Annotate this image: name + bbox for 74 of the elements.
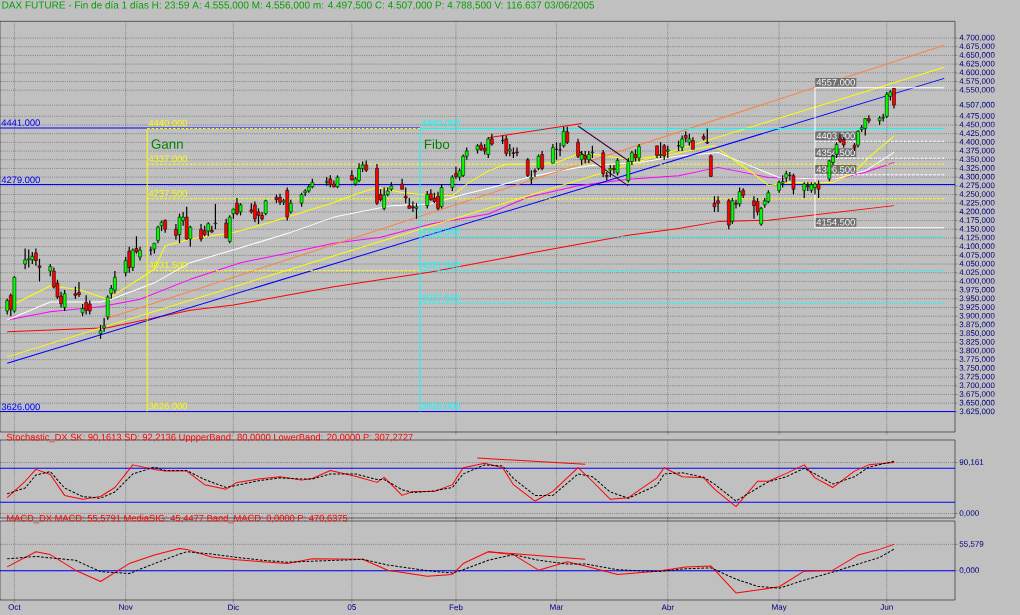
y-tick-label: 4.575,000: [959, 78, 995, 85]
y-tick-label: 3.800,000: [959, 347, 995, 355]
y-tick-label: 3.725,000: [959, 373, 995, 381]
y-tick-label: 4.200,000: [959, 208, 995, 216]
x-tick-label: Oct: [8, 604, 21, 610]
y-tick-label: 4.650,000: [959, 52, 995, 59]
y-tick-label: 3.750,000: [959, 365, 995, 372]
x-tick-label: Feb: [449, 604, 463, 611]
y-tick-label: 4.507,000: [959, 101, 995, 109]
y-tick-label: 3.925,000: [959, 304, 995, 311]
series-label: 4031.500: [421, 261, 460, 269]
y-tick-label: 3.625,000: [959, 408, 995, 416]
y-tick-label: 4.000,000: [959, 278, 995, 285]
y-tick-label: 4.050,000: [959, 260, 995, 268]
ref-line-label: 3626.000: [1, 403, 40, 411]
x-tick-label: Jun: [880, 604, 893, 610]
x-tick-label: Dic: [228, 604, 239, 611]
y-tick-label: 4.175,000: [959, 217, 995, 224]
y-tick-label: 0,000: [959, 567, 979, 574]
series-label: 4441.000: [1, 119, 40, 126]
y-tick-label: 3.775,000: [959, 356, 995, 363]
y-tick-label: 3.900,000: [959, 312, 995, 320]
y-tick-label: 4.700,000: [959, 34, 995, 42]
y-tick-label: 0,000: [959, 510, 979, 517]
y-tick-label: 4.075,000: [959, 252, 995, 259]
y-tick-label: 90,161: [959, 459, 984, 466]
y-tick-label: 4.350,000: [959, 156, 995, 164]
y-tick-label: 4.150,000: [959, 225, 995, 233]
y-tick-label: 4.250,000: [959, 191, 995, 198]
x-tick-label: 05: [347, 604, 356, 610]
x-tick-label: May: [772, 604, 787, 612]
annotation: Fibo: [424, 139, 450, 149]
chart-title: DAX FUTURE - Fin de día 1 días H: 23:59 A: 4.555,000 M: 4.556,000 m: 4.497,500 C: 4.507,000 P: 4.788,500 V: 116.637 03/06/2005: [2, 1, 595, 10]
y-tick-label: 4.675,000: [959, 43, 995, 51]
y-tick-label: 4.125,000: [959, 234, 995, 242]
y-tick-label: 4.225,000: [959, 199, 995, 207]
y-tick-label: 4.450,000: [959, 121, 995, 129]
y-tick-label: 55,579: [959, 541, 984, 548]
ref-line-label: 4279.000: [1, 176, 40, 184]
annotation: Gann: [151, 139, 183, 149]
y-tick-label: 4.300,000: [959, 173, 995, 181]
y-tick-label: 3.875,000: [959, 321, 995, 329]
y-tick-label: 4.400,000: [959, 139, 995, 146]
series-label: 3626.000: [421, 402, 460, 410]
y-tick-label: 3.675,000: [959, 391, 995, 398]
y-tick-label: 3.950,000: [959, 295, 995, 303]
y-tick-label: 4.375,000: [959, 147, 995, 155]
series-label: 4440.000: [421, 119, 460, 127]
series-label: 4337.000: [148, 155, 188, 163]
x-tick-label: Nov: [119, 604, 133, 610]
y-tick-label: 4.025,000: [959, 269, 995, 277]
y-tick-label: 4.100,000: [959, 243, 995, 250]
x-tick-label: Mar: [550, 604, 564, 610]
y-tick-label: 4.625,000: [959, 60, 995, 68]
series-label: 3626.000: [148, 402, 188, 410]
y-tick-label: 3.850,000: [959, 330, 995, 337]
chart-title: Stochastic_DX SK: 90,1613 SD: 92,2136 UppperBand: 80,0000 LowerBand: 20,0000 P: 307,2727: [6, 433, 413, 443]
series-label: 3937.500: [421, 294, 460, 302]
y-tick-label: 4.425,000: [959, 130, 995, 137]
y-tick-label: 3.975,000: [959, 286, 995, 294]
series-label: 4237.500: [148, 190, 188, 197]
series-label: 4440.000: [148, 119, 188, 127]
y-tick-label: 4.325,000: [959, 165, 995, 172]
y-tick-label: 4.275,000: [959, 182, 995, 190]
y-tick-label: 3.825,000: [959, 338, 995, 346]
chart-title: MACD_DX MACD: 55,5791 MediaSIG: 45,4477 Band_MACD: 0,0000 P: 470,6375: [7, 514, 348, 524]
y-tick-label: 4.550,000: [959, 86, 995, 94]
series-label: 4154.500: [816, 218, 855, 226]
y-tick-label: 4.475,000: [959, 112, 995, 120]
y-tick-label: 4.600,000: [959, 69, 995, 77]
y-tick-label: 3.650,000: [959, 399, 995, 407]
x-tick-label: Abr: [661, 604, 674, 611]
series-label: 4557.000: [816, 79, 855, 86]
y-tick-label: 3.700,000: [959, 382, 995, 390]
